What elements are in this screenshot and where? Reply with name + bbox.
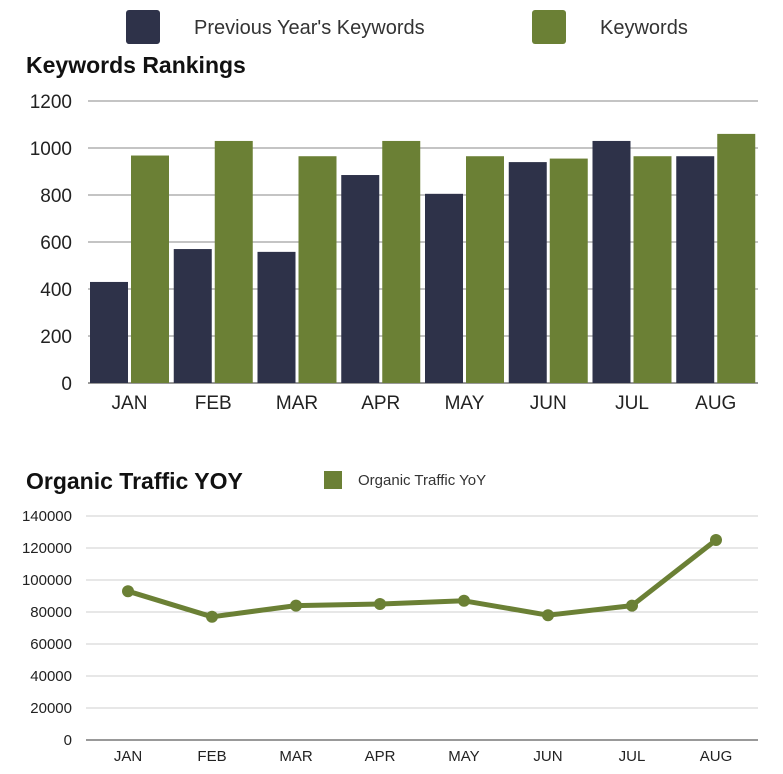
legend-label-previous-year: Previous Year's Keywords bbox=[194, 17, 425, 39]
line-point bbox=[542, 609, 554, 622]
line-y-tick-label: 80000 bbox=[30, 604, 72, 621]
bar-previous-year bbox=[257, 251, 296, 383]
bar-previous-year bbox=[173, 249, 212, 383]
line-y-tick-label: 60000 bbox=[30, 636, 72, 653]
bar-y-tick-label: 800 bbox=[40, 186, 72, 207]
line-chart-title: Organic Traffic YOY bbox=[26, 468, 243, 494]
line-x-tick-label: JUL bbox=[619, 748, 646, 765]
bar-keywords bbox=[549, 158, 588, 383]
bar-keywords bbox=[214, 140, 253, 383]
line-x-tick-label: AUG bbox=[700, 748, 733, 765]
line-chart-legend: Organic Traffic YoY bbox=[324, 471, 486, 489]
line-point bbox=[458, 594, 470, 607]
bar-keywords bbox=[131, 155, 169, 383]
bar-chart-legend: Previous Year's Keywords Keywords bbox=[126, 10, 688, 44]
line-point bbox=[374, 598, 386, 610]
bar-previous-year bbox=[508, 162, 547, 383]
line-y-tick-label: 20000 bbox=[30, 700, 72, 717]
line-chart-y-axis: 0 20000 40000 60000 80000 100000 120000 140000 bbox=[22, 508, 72, 749]
bar-keywords bbox=[382, 140, 421, 383]
bar-x-tick-label: AUG bbox=[695, 393, 736, 414]
bar-chart-title: Keywords Rankings bbox=[26, 52, 246, 78]
line-x-tick-label: JAN bbox=[114, 748, 142, 765]
bar-y-tick-label: 0 bbox=[61, 374, 72, 395]
line-y-tick-label: 100000 bbox=[22, 572, 72, 589]
line-chart-series bbox=[122, 534, 722, 623]
line-y-tick-label: 40000 bbox=[30, 668, 72, 685]
bar-x-tick-label: MAR bbox=[276, 393, 318, 414]
line-y-tick-label: 120000 bbox=[22, 540, 72, 557]
bar-previous-year bbox=[90, 281, 128, 383]
legend-swatch-keywords bbox=[532, 10, 566, 44]
legend-swatch-organic-traffic bbox=[324, 471, 342, 489]
line-point bbox=[710, 534, 722, 546]
bar-previous-year bbox=[592, 140, 631, 383]
bar-chart-bars bbox=[90, 133, 756, 383]
bar-x-tick-label: MAY bbox=[445, 393, 485, 414]
line-point bbox=[290, 599, 302, 612]
line-chart-gridlines bbox=[86, 515, 758, 741]
bar-previous-year bbox=[341, 175, 380, 383]
bar-x-tick-label: JAN bbox=[112, 393, 148, 414]
line-x-tick-label: FEB bbox=[197, 748, 226, 765]
bar-keywords bbox=[298, 156, 337, 383]
line-chart-x-axis: JAN FEB MAR APR MAY JUN JUL AUG bbox=[114, 748, 732, 765]
line-x-tick-label: APR bbox=[365, 748, 396, 765]
line-x-tick-label: MAY bbox=[448, 748, 479, 765]
bar-y-tick-label: 200 bbox=[40, 327, 72, 348]
bar-y-tick-label: 1200 bbox=[30, 92, 72, 113]
bar-y-tick-label: 1000 bbox=[30, 139, 72, 160]
line-point bbox=[122, 585, 134, 598]
line-series-organic-traffic bbox=[125, 537, 719, 620]
line-x-tick-label: MAR bbox=[279, 748, 313, 765]
legend-swatch-previous-year bbox=[126, 10, 160, 44]
bar-previous-year bbox=[676, 156, 715, 383]
line-point bbox=[206, 610, 218, 623]
bar-y-tick-label: 600 bbox=[40, 233, 72, 254]
line-y-tick-label: 0 bbox=[64, 732, 72, 749]
legend-label-keywords: Keywords bbox=[600, 17, 688, 39]
legend-label-organic-traffic: Organic Traffic YoY bbox=[358, 472, 486, 489]
line-x-tick-label: JUN bbox=[533, 748, 562, 765]
bar-x-tick-label: FEB bbox=[195, 393, 232, 414]
bar-x-tick-label: APR bbox=[361, 393, 400, 414]
bar-x-tick-label: JUN bbox=[530, 393, 567, 414]
bar-keywords bbox=[633, 156, 672, 383]
bar-keywords bbox=[466, 156, 504, 383]
bar-x-tick-label: JUL bbox=[615, 393, 649, 414]
bar-y-tick-label: 400 bbox=[40, 280, 72, 301]
bar-keywords bbox=[717, 133, 756, 383]
bar-chart-x-axis: JAN FEB MAR APR MAY JUN JUL AUG bbox=[112, 393, 737, 414]
line-y-tick-label: 140000 bbox=[22, 508, 72, 525]
bar-chart-y-axis: 0 200 400 600 800 1000 1200 bbox=[30, 92, 72, 395]
line-point bbox=[626, 599, 638, 612]
bar-previous-year bbox=[425, 193, 463, 383]
